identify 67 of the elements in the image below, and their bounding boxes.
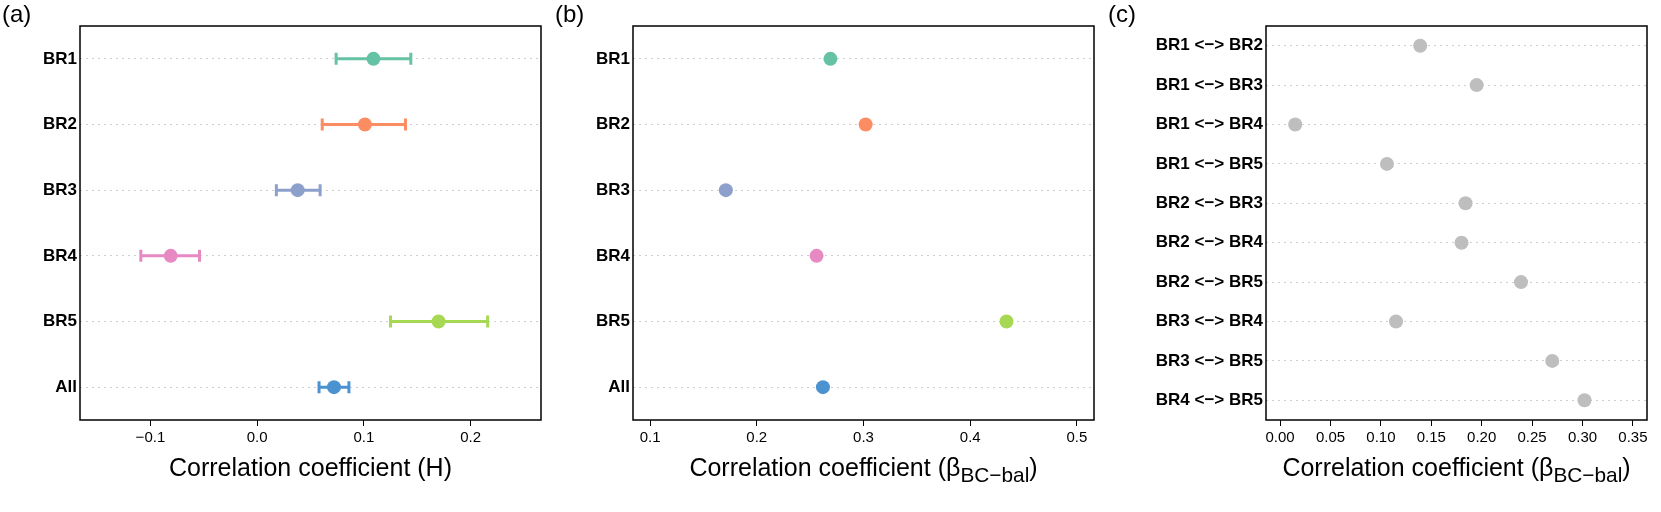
point — [1545, 353, 1560, 368]
y-tick-label: BR1 <−> BR3 — [1155, 74, 1263, 94]
y-tick-label: BR2 <−> BR5 — [1155, 271, 1263, 291]
point — [1413, 38, 1428, 53]
x-tick-label: 0.2 — [460, 428, 481, 446]
point — [326, 380, 341, 395]
point — [1454, 235, 1469, 250]
y-tick-label: BR3 <−> BR4 — [1155, 311, 1264, 331]
x-axis-title: Correlation coefficient (H) — [169, 452, 452, 482]
x-tick-label: 0.15 — [1416, 428, 1446, 446]
x-axis-title: Correlation coefficient (β$_{BC−bal}$) — [1282, 452, 1631, 488]
y-tick-label: BR1 <−> BR2 — [1155, 35, 1263, 55]
x-tick-label: 0.0 — [246, 428, 268, 446]
point — [999, 314, 1014, 329]
y-tick-label: BR2 <−> BR3 — [1155, 192, 1263, 212]
point — [823, 51, 838, 66]
y-tick-label: BR1 <−> BR4 — [1155, 114, 1264, 134]
point — [1458, 196, 1473, 211]
point — [1288, 117, 1303, 132]
chart-title: (c) — [1108, 0, 1136, 28]
y-tick-label: BR3 — [595, 179, 630, 199]
y-tick-label: BR1 <−> BR5 — [1155, 153, 1263, 173]
y-tick-label: BR3 <−> BR5 — [1155, 350, 1263, 370]
x-tick-label: 0.5 — [1066, 428, 1088, 446]
y-tick-label: BR5 — [595, 311, 630, 331]
x-tick-label: 0.4 — [959, 428, 981, 446]
x-tick-label: 0.00 — [1265, 428, 1295, 446]
x-tick-label: 0.10 — [1366, 428, 1396, 446]
x-axis-title: Correlation coefficient (β$_{BC−bal}$) — [689, 452, 1038, 488]
x-tick-label: −0.1 — [135, 428, 166, 446]
x-tick-label: 0.25 — [1517, 428, 1547, 446]
point — [1469, 78, 1484, 93]
point — [1577, 393, 1592, 408]
point — [1379, 156, 1394, 171]
x-tick-label: 0.35 — [1618, 428, 1648, 446]
point — [357, 117, 372, 132]
chart-title: (a) — [2, 0, 32, 28]
x-tick-label: 0.1 — [353, 428, 375, 446]
x-tick-label: 0.3 — [853, 428, 874, 446]
point — [809, 248, 824, 263]
y-tick-label: BR4 — [595, 245, 631, 265]
x-tick-label: 0.05 — [1315, 428, 1346, 446]
chart-title: (b) — [555, 0, 585, 28]
y-tick-label: BR5 — [42, 311, 77, 331]
y-tick-label: BR3 — [42, 179, 77, 199]
point — [858, 117, 873, 132]
x-tick-label: 0.30 — [1567, 428, 1598, 446]
point — [1389, 314, 1404, 329]
point — [431, 314, 446, 329]
point — [815, 380, 830, 395]
point — [290, 183, 305, 198]
y-tick-label: BR2 — [595, 114, 630, 134]
point — [718, 183, 733, 198]
y-tick-label: BR1 — [42, 48, 77, 68]
y-tick-label: All — [55, 376, 77, 396]
y-tick-label: BR2 <−> BR4 — [1155, 232, 1264, 252]
y-tick-label: BR4 — [42, 245, 78, 265]
point — [1514, 275, 1529, 290]
y-tick-label: BR1 — [595, 48, 630, 68]
y-tick-label: All — [608, 376, 630, 396]
point — [163, 248, 178, 263]
point — [366, 51, 381, 66]
x-tick-label: 0.1 — [639, 428, 661, 446]
y-tick-label: BR2 — [42, 114, 77, 134]
y-tick-label: BR4 <−> BR5 — [1155, 389, 1263, 409]
x-tick-label: 0.20 — [1467, 428, 1497, 446]
x-tick-label: 0.2 — [746, 428, 768, 446]
